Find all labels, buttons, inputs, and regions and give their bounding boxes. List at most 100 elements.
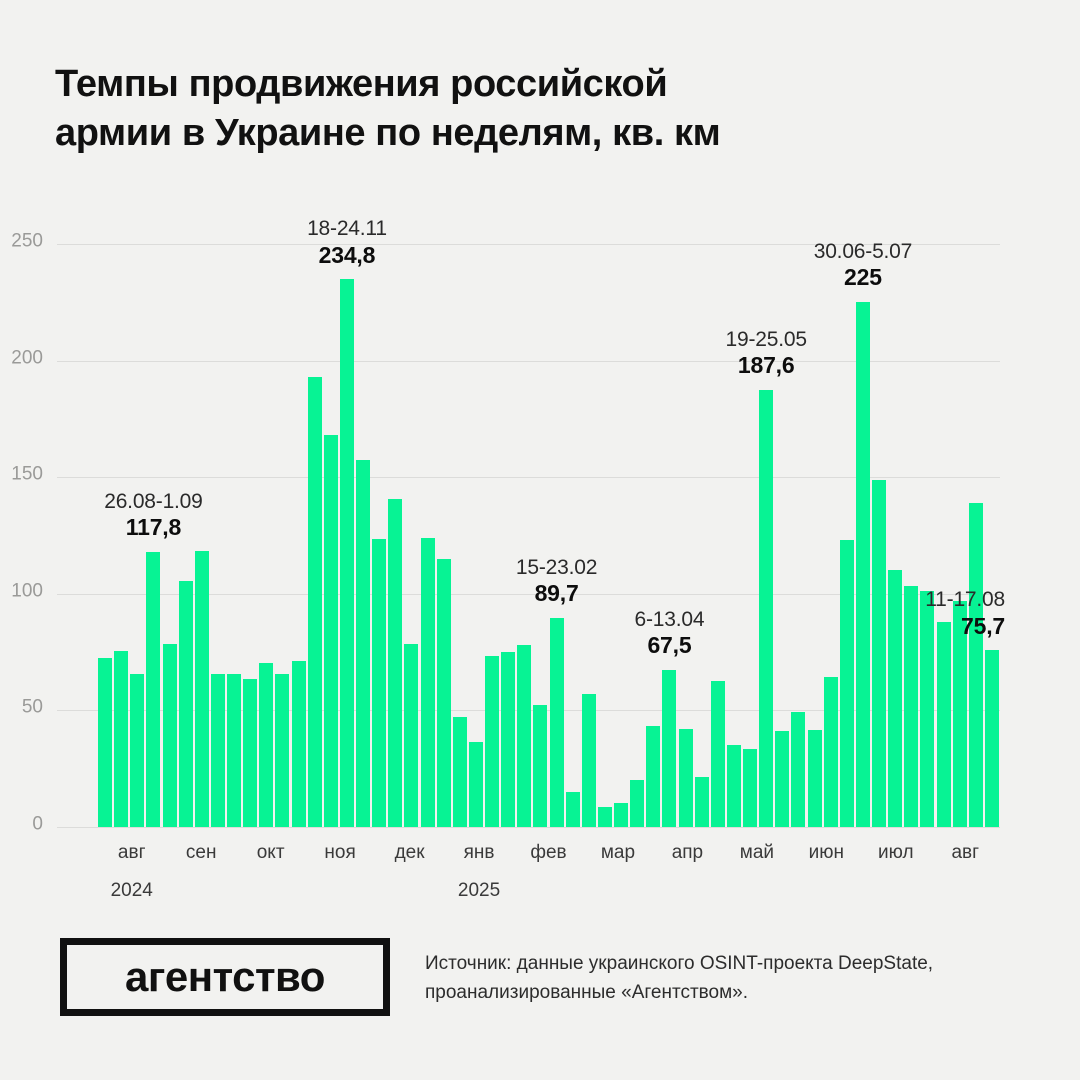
bar-slot[interactable] [436, 244, 452, 827]
bar[interactable] [904, 585, 919, 827]
bar[interactable] [162, 643, 177, 827]
bar[interactable] [130, 674, 145, 827]
bar-slot[interactable] [774, 244, 790, 827]
bar[interactable] [485, 655, 500, 827]
bar-slot[interactable] [855, 244, 871, 827]
bar[interactable] [984, 650, 999, 827]
bar[interactable] [178, 580, 193, 827]
bar-slot[interactable] [742, 244, 758, 827]
bar[interactable] [952, 600, 967, 827]
bar[interactable] [388, 499, 403, 827]
bar[interactable] [581, 694, 596, 827]
bar[interactable] [146, 552, 161, 827]
bar-slot[interactable] [371, 244, 387, 827]
bar-slot[interactable] [194, 244, 210, 827]
bar-slot[interactable] [129, 244, 145, 827]
bar-slot[interactable] [629, 244, 645, 827]
bar[interactable] [452, 717, 467, 827]
bar-slot[interactable] [678, 244, 694, 827]
bar-slot[interactable] [597, 244, 613, 827]
bar[interactable] [517, 645, 532, 827]
bar-slot[interactable] [871, 244, 887, 827]
bar-slot[interactable] [162, 244, 178, 827]
bar-slot[interactable] [468, 244, 484, 827]
bar[interactable] [710, 681, 725, 827]
bar[interactable] [726, 745, 741, 827]
bar-slot[interactable] [790, 244, 806, 827]
bar[interactable] [356, 459, 371, 827]
bar[interactable] [694, 776, 709, 827]
bar-slot[interactable] [339, 244, 355, 827]
bar[interactable] [339, 279, 354, 827]
bar[interactable] [275, 674, 290, 827]
bar[interactable] [888, 570, 903, 827]
bar-slot[interactable] [565, 244, 581, 827]
bar[interactable] [791, 711, 806, 827]
bar[interactable] [823, 676, 838, 827]
bar-slot[interactable] [242, 244, 258, 827]
bar[interactable] [872, 479, 887, 827]
bar-slot[interactable] [500, 244, 516, 827]
bar-slot[interactable] [178, 244, 194, 827]
bar[interactable] [807, 730, 822, 827]
bar[interactable] [404, 643, 419, 827]
bar-slot[interactable] [97, 244, 113, 827]
bar[interactable] [662, 669, 677, 827]
bar-slot[interactable] [645, 244, 661, 827]
bar[interactable] [420, 537, 435, 827]
bar-slot[interactable] [694, 244, 710, 827]
bar[interactable] [630, 780, 645, 827]
bar-slot[interactable] [355, 244, 371, 827]
bar[interactable] [307, 376, 322, 827]
bar[interactable] [565, 792, 580, 827]
bar[interactable] [210, 674, 225, 827]
bar-slot[interactable] [984, 244, 1000, 827]
bar-slot[interactable] [936, 244, 952, 827]
bar[interactable] [614, 802, 629, 827]
bar-slot[interactable] [661, 244, 677, 827]
bar-slot[interactable] [307, 244, 323, 827]
bar-slot[interactable] [710, 244, 726, 827]
bar[interactable] [646, 725, 661, 827]
bar[interactable] [855, 302, 870, 827]
bar[interactable] [839, 540, 854, 827]
bar-slot[interactable] [323, 244, 339, 827]
bar[interactable] [259, 662, 274, 827]
bar-slot[interactable] [903, 244, 919, 827]
bar[interactable] [291, 661, 306, 827]
bar-slot[interactable] [484, 244, 500, 827]
bar[interactable] [436, 558, 451, 827]
bar-slot[interactable] [887, 244, 903, 827]
bar-slot[interactable] [403, 244, 419, 827]
bar[interactable] [936, 621, 951, 827]
bar-slot[interactable] [145, 244, 161, 827]
bar[interactable] [98, 657, 113, 827]
bar-slot[interactable] [968, 244, 984, 827]
bar-slot[interactable] [516, 244, 532, 827]
bar-slot[interactable] [613, 244, 629, 827]
bar[interactable] [243, 678, 258, 827]
bar-slot[interactable] [387, 244, 403, 827]
bar[interactable] [468, 741, 483, 827]
bar-slot[interactable] [452, 244, 468, 827]
bar-slot[interactable] [113, 244, 129, 827]
bar[interactable] [968, 502, 983, 827]
bar-slot[interactable] [258, 244, 274, 827]
bar-slot[interactable] [807, 244, 823, 827]
bar[interactable] [227, 674, 242, 827]
bar-slot[interactable] [726, 244, 742, 827]
bar-slot[interactable] [420, 244, 436, 827]
bar[interactable] [501, 652, 516, 827]
bar[interactable] [549, 617, 564, 827]
bar[interactable] [597, 807, 612, 827]
bar-slot[interactable] [549, 244, 565, 827]
bar[interactable] [678, 729, 693, 827]
bar[interactable] [323, 435, 338, 827]
bar[interactable] [743, 748, 758, 827]
bar-slot[interactable] [274, 244, 290, 827]
bar[interactable] [920, 591, 935, 827]
bar[interactable] [114, 650, 129, 827]
bar[interactable] [759, 389, 774, 827]
bar[interactable] [533, 704, 548, 827]
bar-slot[interactable] [581, 244, 597, 827]
